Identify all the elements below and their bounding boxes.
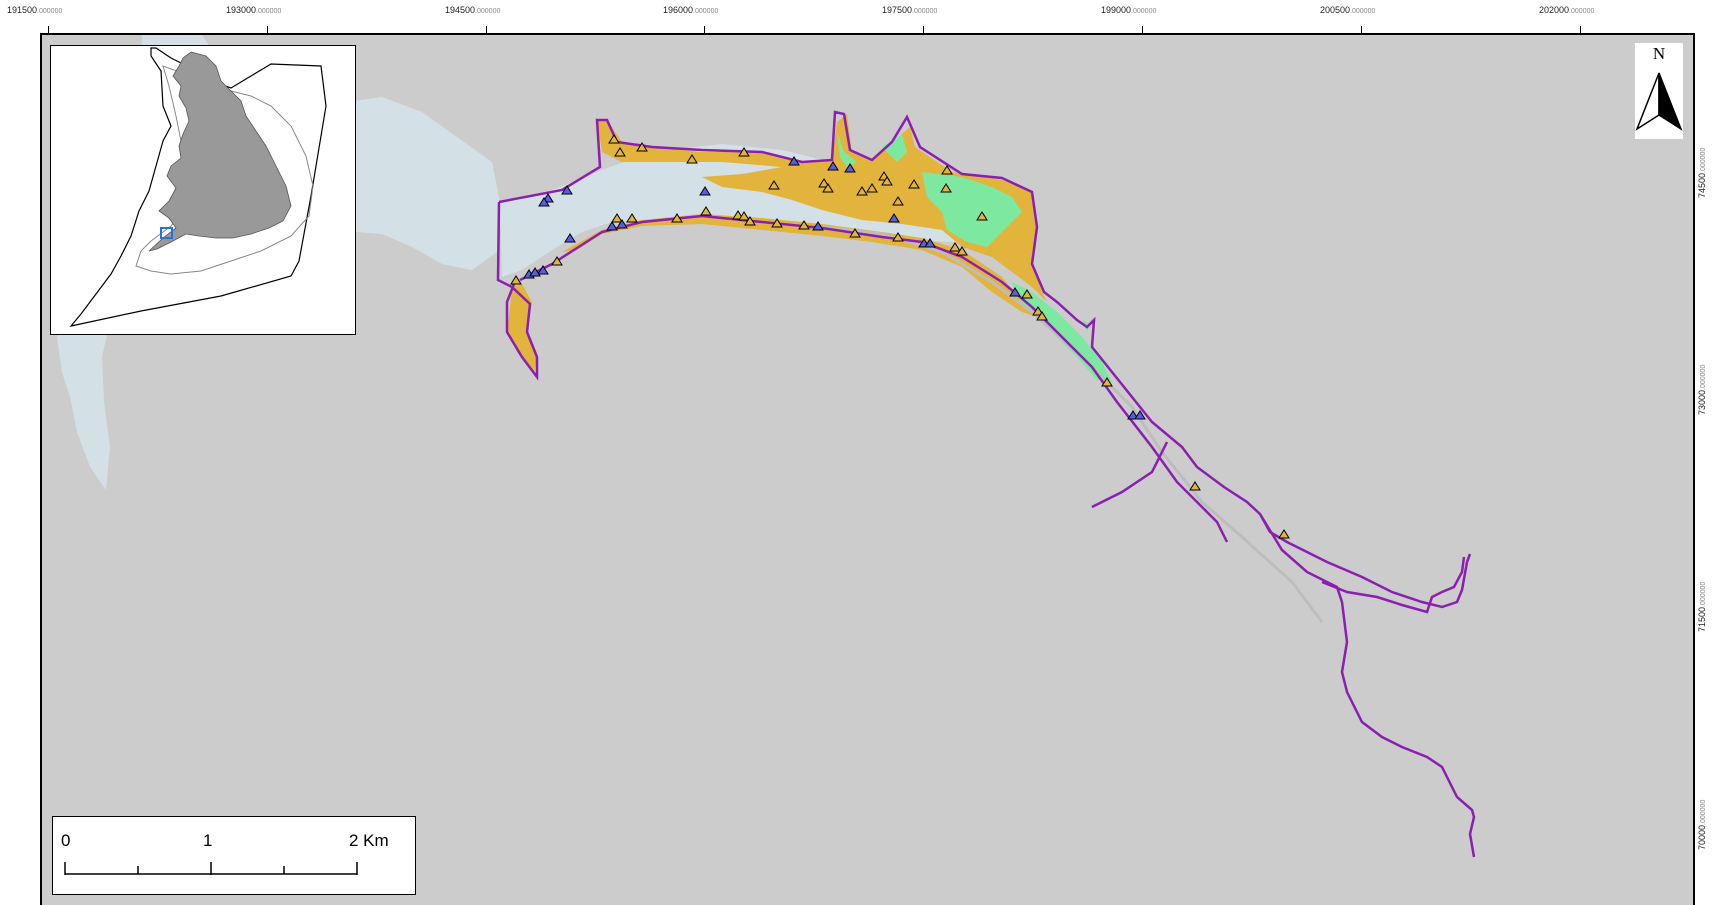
x-tick-decimals: .000000 — [693, 8, 719, 15]
x-tick-mark — [1361, 26, 1362, 33]
x-tick-label: 200500.000000 — [1320, 5, 1375, 15]
x-tick-decimals: .000000 — [256, 8, 282, 15]
y-tick-main: 71500 — [1697, 606, 1707, 632]
y-tick-main: 73000 — [1697, 389, 1707, 415]
x-tick-mark — [48, 26, 49, 33]
saltmarsh-green-upper — [837, 132, 1022, 247]
x-tick-main: 197500 — [882, 5, 913, 15]
x-tick-mark — [267, 26, 268, 33]
x-tick-main: 200500 — [1320, 5, 1351, 15]
y-tick-main: 70000 — [1697, 824, 1707, 850]
scale-label-2: 2 Km — [349, 831, 389, 850]
x-tick-mark — [486, 26, 487, 33]
y-tick-label: 73000.000000 — [1697, 365, 1707, 415]
inset-outer-boundary — [69, 47, 327, 327]
y-tick-label: 71500.000000 — [1697, 582, 1707, 632]
y-tick-decimals: .000000 — [1700, 364, 1707, 390]
estuary-boundary — [498, 110, 1476, 858]
y-tick-decimals: .000000 — [1700, 799, 1707, 825]
x-tick-label: 191500.000000 — [7, 5, 62, 15]
x-tick-main: 199000 — [1101, 5, 1132, 15]
survey-points-blue — [523, 156, 1146, 420]
x-tick-label: 199000.000000 — [1101, 5, 1156, 15]
x-tick-mark — [1142, 26, 1143, 33]
x-tick-label: 193000.000000 — [226, 5, 281, 15]
x-tick-decimals: .000000 — [475, 8, 501, 15]
x-tick-decimals: .000000 — [1350, 8, 1376, 15]
x-tick-label: 196000.000000 — [663, 5, 718, 15]
saltmarsh-green-lower — [1012, 282, 1112, 382]
y-tick-decimals: .000000 — [1700, 147, 1707, 173]
saltmarsh-north-bank — [597, 114, 1047, 302]
tributary-east — [1321, 556, 1466, 614]
x-tick-mark — [1580, 26, 1581, 33]
x-tick-decimals: .000000 — [912, 8, 938, 15]
x-tick-mark — [923, 26, 924, 33]
x-tick-main: 196000 — [663, 5, 694, 15]
y-tick-decimals: .000000 — [1700, 581, 1707, 607]
scale-label-0: 0 — [61, 831, 71, 850]
x-tick-main: 193000 — [226, 5, 257, 15]
x-tick-label: 194500.000000 — [445, 5, 500, 15]
inset-locator-map — [50, 45, 356, 335]
inset-map-svg — [69, 47, 327, 327]
x-tick-label: 197500.000000 — [882, 5, 937, 15]
x-tick-decimals: .000000 — [1569, 8, 1595, 15]
x-tick-main: 191500 — [7, 5, 38, 15]
x-tick-mark — [704, 26, 705, 33]
inset-study-area-marker — [160, 227, 173, 239]
scale-bar-graphic — [64, 862, 358, 875]
inset-landmass — [148, 51, 292, 252]
y-tick-label: 70000.000000 — [1697, 800, 1707, 850]
y-tick-label: 74500.000000 — [1697, 148, 1707, 198]
x-tick-label: 202000.000000 — [1539, 5, 1594, 15]
x-tick-decimals: .000000 — [37, 8, 63, 15]
x-tick-main: 202000 — [1539, 5, 1570, 15]
river-channel — [821, 225, 1324, 623]
north-arrow-icon — [1635, 72, 1683, 131]
x-tick-main: 194500 — [445, 5, 476, 15]
north-arrow: N — [1635, 43, 1683, 139]
x-tick-decimals: .000000 — [1131, 8, 1157, 15]
north-label: N — [1652, 44, 1666, 63]
survey-points-orange — [510, 134, 1290, 539]
y-tick-main: 74500 — [1697, 172, 1707, 198]
tributary-west — [1091, 441, 1169, 509]
scale-bar: 0 1 2 Km — [52, 816, 416, 895]
estuary-boundary-south — [496, 201, 1229, 543]
scale-label-1: 1 — [203, 831, 213, 850]
saltmarsh-south-fringe — [562, 214, 1037, 317]
